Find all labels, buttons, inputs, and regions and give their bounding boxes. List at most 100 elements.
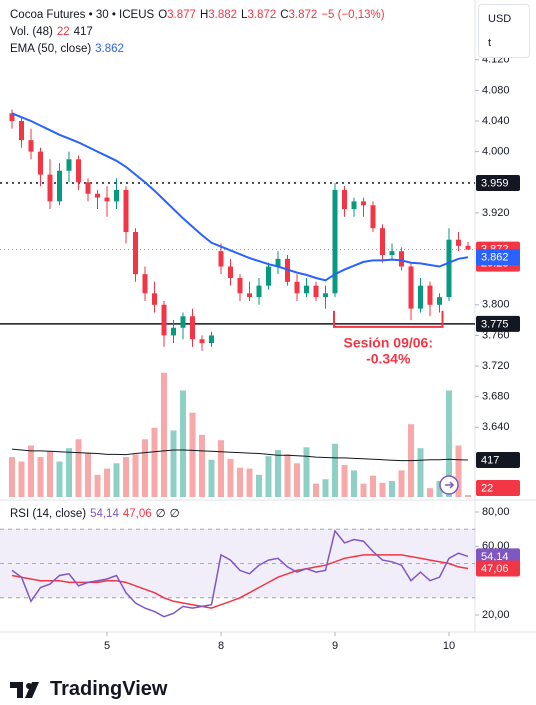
chart: 4.1204.0804.0404.0003.9203.8003.7603.720… (0, 0, 536, 652)
volume-ma-line (11, 448, 469, 462)
level-label: 3.775 (481, 318, 509, 330)
rsi-value: 54,14 (90, 508, 119, 520)
rsi-legend: RSI (14, close) 54,14 47,06 ∅ ∅ (10, 506, 184, 520)
logo-icon (10, 681, 39, 698)
candle-body (76, 159, 81, 183)
annotation-text: -0.34% (366, 351, 411, 367)
y-tick-label: 3.760 (482, 329, 510, 341)
volume-ma-value: 417 (73, 26, 93, 38)
y-tick-label: 4.000 (482, 146, 510, 158)
volume-bar (370, 475, 376, 497)
volume-bar (351, 470, 357, 497)
ohlc-value: 3.882 (208, 9, 238, 21)
volume-bar (332, 443, 338, 497)
volume-bar (28, 445, 34, 497)
candle-body (332, 189, 338, 294)
candle-body (104, 197, 110, 202)
y-tick-label: 4.080 (482, 84, 510, 96)
candle-body (209, 335, 214, 344)
ema-legend: EMA (50, close) 3.862 (10, 43, 128, 55)
volume-bar (246, 468, 253, 497)
ohlc-key: L (241, 9, 248, 21)
rsi-ma-value-label-box (476, 560, 520, 577)
candle-body (142, 274, 148, 294)
volume-bar (218, 440, 224, 497)
candle-body (228, 266, 233, 278)
y-tick-label: 3.680 (482, 391, 510, 403)
volume-legend: Vol. (48) 22 417 (10, 26, 97, 38)
volume-bar (465, 495, 471, 497)
volume-bar (379, 482, 386, 497)
candle-body (418, 285, 423, 309)
volume-bar (294, 463, 300, 497)
volume-bar (341, 465, 348, 497)
candle-body (351, 201, 357, 210)
replay-arrow (445, 481, 455, 489)
volume-name: Vol. (48) (10, 26, 53, 38)
volume-bar (436, 481, 443, 497)
candle-body (237, 277, 243, 294)
candle-body (275, 258, 281, 267)
candle-body (66, 159, 72, 171)
volume-bar (180, 390, 186, 497)
volume-bar (151, 427, 158, 497)
candle-body (313, 285, 319, 298)
ohlc-value: 3.872 (288, 9, 318, 21)
rsi-value-label: 54,14 (481, 551, 509, 563)
volume-bar (132, 454, 139, 497)
candle-body (361, 201, 366, 206)
volume-bar (104, 468, 110, 497)
rsi-y-tick-label: 20,00 (482, 609, 510, 621)
candle-body (389, 251, 395, 256)
volume-bar (446, 390, 452, 497)
candle-body (427, 285, 433, 305)
ema-line (11, 112, 469, 282)
candle-body (114, 189, 119, 202)
volume-bar (417, 448, 424, 497)
candle-body (199, 339, 205, 344)
candle-body (152, 293, 157, 305)
candle-body (370, 205, 376, 229)
y-tick-label: 3.720 (482, 360, 510, 372)
ohlc-key: C (280, 9, 289, 21)
candle-body (218, 251, 224, 267)
x-tick-label: 8 (218, 640, 224, 652)
hidden-plot: ∅ (169, 508, 180, 520)
y-tick-label: 4.040 (482, 115, 510, 127)
volume-bar (9, 457, 15, 497)
candle-body (123, 189, 129, 233)
volume-label: 22 (481, 482, 493, 494)
volume-bar (398, 470, 405, 497)
x-tick-label: 10 (443, 640, 455, 652)
volume-bar (389, 481, 395, 497)
logo-text: TradingView (50, 678, 168, 700)
candle-body (342, 189, 347, 210)
volume-ma-label-box (476, 451, 520, 468)
logo[interactable]: TradingView (10, 678, 167, 701)
volume-bar (75, 439, 82, 497)
volume-bar (170, 430, 177, 497)
candle-body (446, 239, 452, 298)
candle-body (456, 239, 461, 246)
candle-body (247, 293, 252, 298)
volume-bar (313, 483, 319, 497)
volume-bar (256, 474, 262, 497)
ohlc-key: O (158, 9, 168, 21)
volume-bar (142, 439, 148, 497)
y-tick-label: 3.800 (482, 299, 510, 311)
volume-bar (37, 457, 44, 497)
volume-bar (284, 454, 291, 497)
candle-body (304, 285, 309, 294)
level-label-box (476, 175, 520, 192)
unit-box[interactable]: USD t (478, 4, 530, 58)
unit: t (488, 37, 492, 49)
rsi-value-label-box (476, 548, 520, 565)
candle-body (323, 293, 328, 298)
rsi-y-tick-label: 80,00 (482, 506, 510, 518)
volume-bar (303, 447, 310, 497)
level-label: 3.959 (481, 177, 509, 189)
candle-body (437, 297, 442, 305)
rsi-ma-value-label: 47,06 (481, 563, 509, 575)
candle-body (85, 182, 91, 194)
